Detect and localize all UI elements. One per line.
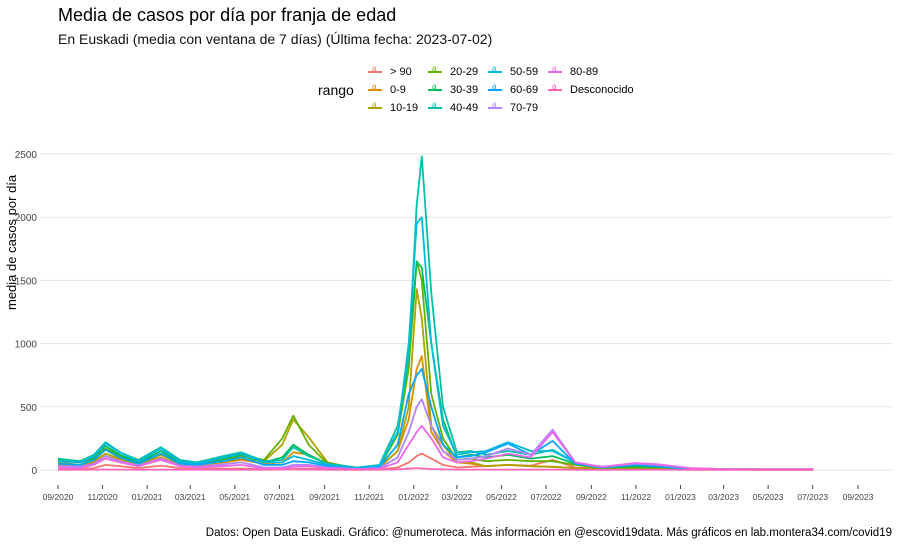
legend-label: Desconocido (570, 84, 634, 96)
x-tick-label: 03/2023 (708, 492, 739, 502)
legend-item: 20-29 (428, 64, 479, 78)
y-tick-label: 500 (20, 403, 37, 414)
legend-item: 40-49 (428, 100, 479, 114)
x-tick-label: 09/2023 (843, 492, 874, 502)
legend-key (428, 64, 442, 73)
y-tick-label: 1000 (15, 340, 38, 351)
caption: Datos: Open Data Euskadi. Gráfico: @nume… (205, 527, 892, 539)
legend-key (488, 100, 502, 109)
x-tick-label: 01/2023 (665, 492, 696, 502)
chart-subtitle: En Euskadi (media con ventana de 7 días)… (58, 31, 493, 47)
legend-key (368, 82, 382, 91)
legend-item: 70-79 (488, 100, 539, 114)
legend-label: 10-19 (390, 102, 419, 114)
legend-item: 80-89 (548, 64, 599, 78)
x-tick-label: 03/2022 (442, 492, 473, 502)
legend-key (548, 64, 562, 73)
x-tick-label: 11/2020 (88, 492, 118, 502)
x-tick-label: 03/2021 (175, 492, 206, 502)
legend-label: 80-89 (570, 66, 599, 78)
legend-label: 50-59 (510, 66, 539, 78)
legend-key (428, 100, 442, 109)
legend-item: 60-69 (488, 82, 539, 96)
legend-item: > 90 (368, 64, 412, 78)
legend-item: 30-39 (428, 82, 479, 96)
x-tick-label: 07/2021 (264, 492, 295, 502)
x-tick-label: 01/2021 (132, 492, 163, 502)
x-tick-label: 05/2022 (486, 492, 517, 502)
y-tick-label: 0 (31, 466, 37, 477)
x-tick-label: 05/2021 (219, 492, 250, 502)
series-line-desconocido (58, 467, 814, 471)
legend-key (368, 100, 382, 109)
legend-item: 10-19 (368, 100, 419, 114)
legend-item: Desconocido (548, 82, 634, 96)
series-line-80-89 (57, 424, 814, 471)
legend-key (428, 82, 442, 91)
legend-label: 20-29 (450, 66, 479, 78)
legend-item: 0-9 (368, 82, 406, 96)
x-tick-label: 09/2020 (43, 492, 74, 502)
legend-key (548, 82, 562, 91)
legend-label: 40-49 (450, 102, 479, 114)
x-tick-label: 09/2021 (309, 492, 340, 502)
legend-key (488, 64, 502, 73)
legend-label: 70-79 (510, 102, 539, 114)
x-tick-label: 11/2022 (621, 492, 651, 502)
x-tick-label: 05/2023 (753, 492, 784, 502)
x-tick-label: 07/2022 (531, 492, 562, 502)
y-tick-label: 1500 (15, 276, 38, 287)
legend-label: 60-69 (510, 84, 539, 96)
legend-key (488, 82, 502, 91)
y-tick-label: 2000 (15, 213, 38, 224)
legend-key (368, 64, 382, 73)
x-tick-label: 07/2023 (797, 492, 828, 502)
legend-label: 30-39 (450, 84, 479, 96)
y-tick-label: 2500 (15, 150, 38, 161)
legend-title: rango (318, 82, 354, 98)
legend-label: > 90 (390, 66, 412, 78)
x-tick-label: 09/2022 (576, 492, 607, 502)
legend-item: 50-59 (488, 64, 539, 78)
x-tick-label: 01/2022 (398, 492, 429, 502)
chart-title: Media de casos por día por franja de eda… (58, 5, 397, 25)
legend-label: 0-9 (390, 84, 406, 96)
x-tick-label: 11/2021 (354, 492, 384, 502)
